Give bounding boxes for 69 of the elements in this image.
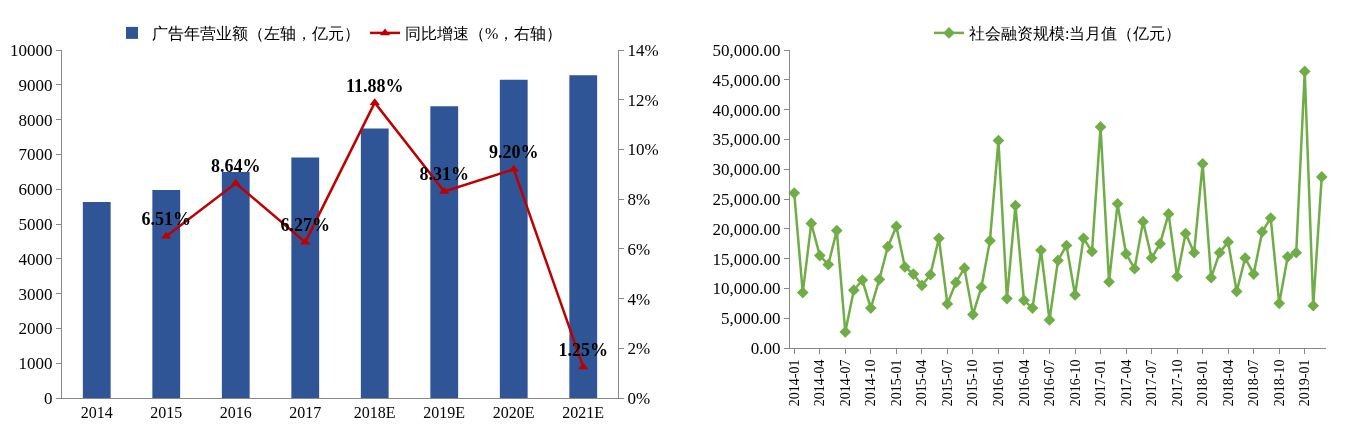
x-tick-label: 2021E — [562, 404, 605, 422]
y-tick-label: 2000 — [18, 319, 53, 339]
x-tick-label: 2016-07 — [1042, 359, 1058, 407]
y-tick-label: 10,000.00 — [712, 279, 781, 299]
y-tick-label: 5000 — [18, 214, 53, 234]
y2-tick-label: 10% — [627, 140, 659, 160]
x-tick-label: 2018-04 — [1220, 359, 1236, 407]
y-tick-label: 0.00 — [750, 338, 781, 358]
y2-tick-label: 2% — [627, 339, 651, 359]
x-tick-label: 2014-10 — [863, 359, 879, 407]
y-tick-label: 30,000.00 — [712, 160, 781, 180]
x-tick-label: 2015-07 — [939, 359, 955, 407]
y-tick-label: 50,000.00 — [712, 40, 781, 60]
x-tick-label: 2014-01 — [786, 359, 802, 407]
x-tick-label: 2015 — [150, 404, 183, 422]
y-tick-label: 4000 — [18, 249, 53, 269]
y2-tick-label: 12% — [627, 90, 659, 110]
point — [439, 186, 450, 194]
y-tick-label: 10000 — [10, 40, 53, 60]
legend-label: 社会融资规模:当月值（亿元） — [969, 25, 1182, 43]
x-tick-label: 2014 — [80, 404, 113, 422]
x-tick-label: 2015-10 — [965, 359, 981, 407]
x-tick-label: 2014-07 — [837, 359, 853, 407]
y-tick-label: 0 — [44, 388, 53, 408]
y2-tick-label: 8% — [627, 190, 651, 210]
y-tick-label: 1000 — [18, 354, 53, 374]
x-tick-label: 2016-04 — [1016, 359, 1032, 407]
x-tick-label: 2015-01 — [888, 359, 904, 407]
x-tick-label: 2018-10 — [1271, 359, 1287, 407]
y-tick-label: 5,000.00 — [721, 309, 781, 329]
y2-tick-label: 6% — [627, 239, 651, 259]
x-tick-label: 2017 — [289, 404, 322, 422]
x-tick-label: 2017-07 — [1144, 359, 1160, 407]
bar — [82, 202, 111, 398]
y2-tick-label: 0% — [627, 388, 651, 408]
legend-label: 同比增速（%，右轴） — [405, 25, 563, 43]
y-tick-label: 25,000.00 — [712, 189, 781, 209]
x-tick-label: 2017-04 — [1118, 359, 1134, 407]
x-tick-label: 2017-10 — [1169, 359, 1185, 407]
x-tick-label: 2019E — [423, 404, 466, 422]
y-tick-label: 6000 — [18, 180, 53, 200]
data-label: 11.88% — [345, 75, 404, 96]
x-tick-label: 2016-10 — [1067, 359, 1083, 407]
data-label: 8.64% — [211, 156, 261, 177]
y-tick-label: 35,000.00 — [712, 130, 781, 150]
y2-tick-label: 4% — [627, 289, 651, 309]
bar — [360, 128, 389, 398]
legend-label: 广告年营业额（左轴，亿元） — [152, 25, 360, 43]
x-tick-label: 2017-01 — [1093, 359, 1109, 407]
x-tick-label: 2018-07 — [1246, 359, 1262, 407]
y-tick-label: 7000 — [18, 145, 53, 165]
y-tick-label: 40,000.00 — [712, 100, 781, 120]
y-tick-label: 9000 — [18, 75, 53, 95]
x-tick-label: 2019-01 — [1297, 359, 1313, 407]
y-tick-label: 20,000.00 — [712, 219, 781, 239]
point — [578, 362, 589, 370]
y-tick-label: 3000 — [18, 284, 53, 304]
y-tick-label: 8000 — [18, 110, 53, 130]
x-tick-label: 2020E — [492, 404, 535, 422]
y-tick-label: 45,000.00 — [712, 70, 781, 90]
bar — [221, 172, 250, 398]
x-tick-label: 2015-04 — [914, 359, 930, 407]
y2-tick-label: 14% — [627, 40, 659, 60]
x-tick-label: 2018E — [353, 404, 396, 422]
x-tick-label: 2016 — [219, 404, 252, 422]
x-tick-label: 2014-04 — [812, 359, 828, 407]
x-tick-label: 2016-01 — [990, 359, 1006, 407]
y-tick-label: 15,000.00 — [712, 249, 781, 269]
x-tick-label: 2018-01 — [1195, 359, 1211, 407]
